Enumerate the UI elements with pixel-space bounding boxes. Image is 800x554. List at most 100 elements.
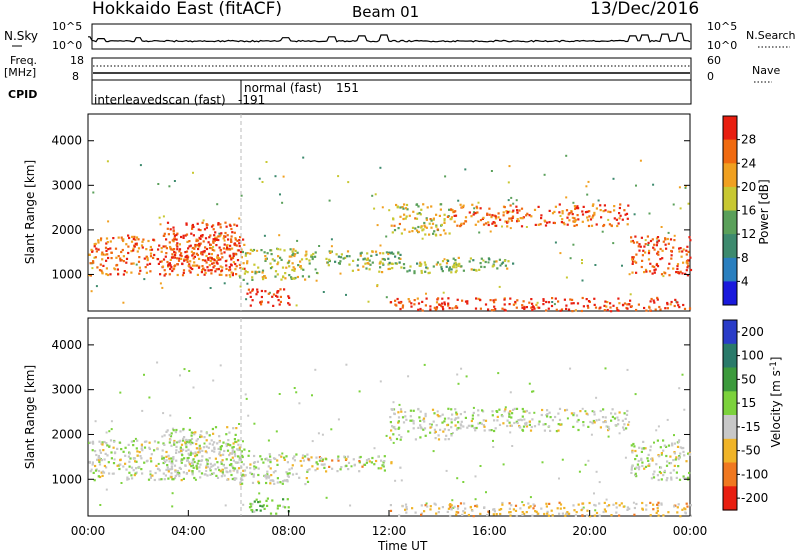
- echo-cell: [126, 476, 129, 479]
- echo-cell: [175, 459, 178, 462]
- echo-cell: [173, 256, 176, 259]
- echo-cell: [171, 467, 174, 471]
- echo-cell: [534, 223, 537, 226]
- echo-cell: [594, 306, 598, 309]
- echo-cell: [170, 465, 173, 468]
- echo-cell: [454, 259, 457, 262]
- echo-cell: [204, 473, 207, 476]
- colorbar-frame: [722, 319, 738, 511]
- echo-cell: [196, 222, 199, 225]
- echo-cell: [448, 269, 451, 272]
- echo-cell: [98, 460, 101, 463]
- echo-cell: [233, 451, 236, 454]
- echo-cell: [325, 458, 328, 461]
- echo-cell: [426, 505, 429, 508]
- scatter-speckle: [515, 199, 518, 202]
- echo-cell: [603, 304, 606, 307]
- echo-cell: [292, 266, 295, 269]
- echo-cell: [670, 254, 673, 257]
- echo-cell: [264, 276, 267, 279]
- scatter-speckle: [125, 271, 128, 274]
- echo-cell: [434, 437, 437, 440]
- echo-cell: [306, 480, 310, 483]
- echo-cell: [314, 251, 317, 254]
- echo-cell: [176, 263, 179, 266]
- echo-cell: [484, 419, 488, 422]
- echo-cell: [191, 473, 194, 476]
- echo-cell: [220, 460, 223, 464]
- echo-cell: [198, 470, 201, 473]
- scatter-speckle: [296, 239, 299, 242]
- echo-cell: [367, 262, 370, 265]
- echo-cell: [424, 225, 427, 228]
- echo-cell: [112, 237, 115, 240]
- echo-cell: [449, 506, 452, 509]
- echo-cell: [689, 256, 692, 259]
- echo-cell: [286, 461, 289, 464]
- echo-cell: [337, 455, 340, 458]
- echo-cell: [503, 297, 506, 300]
- echo-cell: [563, 506, 566, 510]
- scatter-speckle: [430, 423, 433, 426]
- echo-cell: [238, 242, 241, 245]
- echo-cell: [204, 246, 207, 249]
- scatter-speckle: [113, 458, 116, 461]
- echo-cell: [220, 269, 224, 272]
- echo-cell: [218, 235, 221, 238]
- echo-cell: [656, 507, 659, 510]
- echo-cell: [610, 224, 613, 227]
- echo-cell: [119, 463, 122, 466]
- echo-cell: [688, 471, 691, 475]
- echo-cell: [593, 503, 596, 507]
- echo-cell: [191, 227, 194, 230]
- echo-cell: [670, 300, 673, 304]
- echo-cell: [236, 469, 239, 472]
- echo-cell: [211, 262, 214, 265]
- scatter-speckle: [274, 175, 277, 178]
- echo-cell: [237, 448, 240, 452]
- echo-cell: [619, 203, 622, 206]
- echo-cell: [221, 471, 224, 474]
- echo-cell: [225, 433, 228, 436]
- echo-cell: [604, 300, 607, 303]
- echo-cell: [301, 275, 304, 278]
- echo-cell: [172, 456, 175, 459]
- echo-cell: [420, 271, 423, 274]
- echo-cell: [475, 297, 478, 300]
- echo-cell: [575, 206, 578, 210]
- echo-cell: [610, 310, 613, 313]
- echo-cell: [493, 419, 496, 422]
- echo-cell: [280, 258, 283, 261]
- echo-cell: [241, 455, 244, 459]
- scatter-speckle: [282, 175, 285, 178]
- echo-cell: [217, 447, 220, 450]
- scatter-speckle: [449, 266, 451, 269]
- echo-cell: [141, 240, 144, 243]
- echo-cell: [302, 268, 305, 271]
- scatter-speckle: [192, 171, 194, 174]
- echo-cell: [653, 243, 656, 246]
- echo-cell: [382, 258, 385, 261]
- scatter-speckle: [510, 196, 513, 199]
- scatter-speckle: [612, 242, 615, 245]
- echo-cell: [521, 304, 524, 307]
- echo-cell: [610, 412, 613, 415]
- echo-cell: [435, 301, 439, 304]
- scatter-speckle: [256, 249, 259, 252]
- echo-cell: [134, 460, 137, 463]
- echo-cell: [588, 501, 591, 505]
- echo-cell: [555, 430, 558, 433]
- echo-cell: [174, 470, 177, 473]
- echo-cell: [104, 452, 107, 455]
- y-tick-label: 1000: [51, 267, 82, 281]
- scatter-speckle: [678, 387, 681, 390]
- echo-cell: [660, 452, 663, 455]
- scatter-speckle: [633, 213, 636, 216]
- echo-cell: [252, 473, 255, 476]
- echo-cell: [92, 261, 95, 264]
- echo-cell: [107, 256, 110, 260]
- scatter-speckle: [531, 390, 533, 393]
- scatter-speckle: [179, 374, 181, 377]
- echo-cell: [239, 483, 242, 486]
- echo-cell: [549, 416, 552, 419]
